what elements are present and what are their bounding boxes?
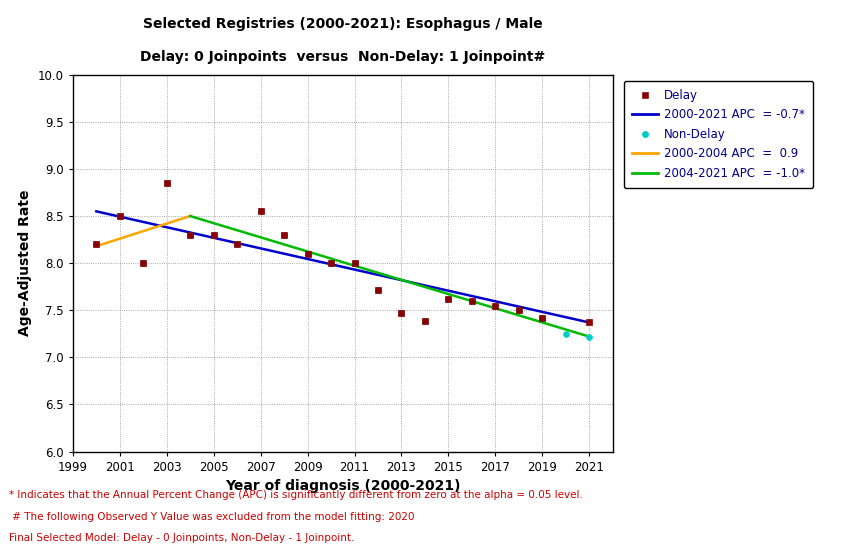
Point	[254, 207, 267, 216]
Point	[113, 212, 127, 220]
Point	[441, 295, 455, 304]
Point	[512, 306, 525, 315]
Text: Selected Registries (2000-2021): Esophagus / Male: Selected Registries (2000-2021): Esophag…	[143, 17, 542, 30]
Point	[488, 301, 502, 310]
Point	[207, 230, 220, 239]
Point	[583, 318, 596, 327]
Point	[394, 309, 408, 317]
Point	[113, 212, 127, 220]
Point	[301, 249, 315, 258]
Point	[418, 316, 432, 325]
Point	[559, 329, 572, 338]
Point	[160, 178, 174, 187]
Point	[536, 314, 549, 322]
X-axis label: Year of diagnosis (2000-2021): Year of diagnosis (2000-2021)	[225, 479, 460, 493]
Point	[207, 230, 220, 239]
Point	[418, 316, 432, 325]
Y-axis label: Age-Adjusted Rate: Age-Adjusted Rate	[18, 190, 33, 336]
Point	[136, 259, 150, 268]
Point	[371, 285, 385, 294]
Point	[183, 230, 197, 239]
Point	[348, 259, 362, 268]
Point	[488, 301, 502, 310]
Point	[371, 285, 385, 294]
Point	[394, 309, 408, 317]
Point	[278, 230, 291, 239]
Point	[89, 240, 103, 249]
Point	[441, 295, 455, 304]
Point	[512, 306, 525, 315]
Text: Final Selected Model: Delay - 0 Joinpoints, Non-Delay - 1 Joinpoint.: Final Selected Model: Delay - 0 Joinpoin…	[9, 533, 354, 543]
Point	[301, 249, 315, 258]
Point	[160, 178, 174, 187]
Text: * Indicates that the Annual Percent Change (APC) is significantly different from: * Indicates that the Annual Percent Chan…	[9, 490, 583, 500]
Text: # The following Observed Y Value was excluded from the model fitting: 2020: # The following Observed Y Value was exc…	[9, 512, 414, 522]
Point	[465, 296, 479, 305]
Point	[254, 207, 267, 216]
Point	[231, 240, 244, 249]
Point	[536, 314, 549, 322]
Point	[324, 259, 338, 268]
Point	[465, 296, 479, 305]
Point	[324, 259, 338, 268]
Point	[231, 240, 244, 249]
Point	[583, 332, 596, 341]
Point	[136, 259, 150, 268]
Point	[348, 259, 362, 268]
Point	[278, 230, 291, 239]
Legend: Delay, 2000-2021 APC  = -0.7*, Non-Delay, 2000-2004 APC  =  0.9, 2004-2021 APC  : Delay, 2000-2021 APC = -0.7*, Non-Delay,…	[624, 81, 813, 188]
Text: Delay: 0 Joinpoints  versus  Non-Delay: 1 Joinpoint#: Delay: 0 Joinpoints versus Non-Delay: 1 …	[141, 50, 545, 64]
Point	[183, 230, 197, 239]
Point	[89, 240, 103, 249]
